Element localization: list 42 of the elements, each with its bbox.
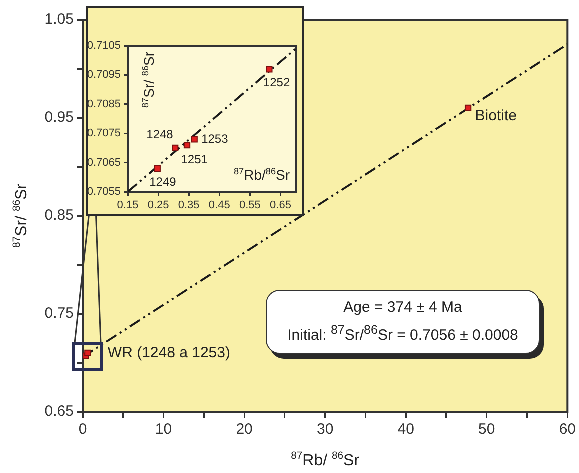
point	[266, 66, 273, 73]
point	[464, 104, 472, 112]
annotation: Biotite	[475, 107, 518, 124]
y-tick-label: 0.7085	[87, 98, 121, 110]
x-tick-label: 0.55	[239, 200, 261, 212]
point	[184, 142, 191, 149]
annotation: 1249	[150, 174, 177, 189]
annotation: 1252	[263, 76, 290, 90]
y-tick-label: 0.7065	[87, 156, 121, 169]
y-tick-label: 1.05	[44, 11, 74, 28]
x-tick-label: 60	[559, 421, 576, 438]
x-tick-label: 30	[316, 421, 334, 438]
annotation: 1253	[202, 132, 229, 146]
point	[154, 165, 161, 172]
annotation: WR (1248 a 1253)	[108, 344, 231, 362]
y-axis-title: 87Sr/ 86Sr	[12, 183, 30, 248]
y-tick-label: 0.85	[44, 207, 74, 224]
x-tick-label: 20	[236, 421, 253, 438]
y-tick-label: 0.95	[44, 109, 74, 126]
x-tick-label: 10	[155, 421, 172, 438]
annotation: 1248	[146, 128, 174, 142]
y-tick-label: 0.7055	[87, 186, 121, 198]
x-tick-label: 0.45	[208, 200, 230, 212]
x-tick-label: 0.15	[117, 200, 139, 212]
y-axis-title: 87Sr/ 86Sr	[140, 52, 157, 108]
y-tick-label: 0.7105	[87, 40, 121, 52]
annotation: Initial: $^{87}$Sr/$^{86}$Sr = 0.7056 ± 0.0008	[286, 322, 520, 346]
x-tick-label: 0.65	[270, 200, 292, 212]
y-tick-label: 0.65	[44, 403, 74, 420]
x-tick-label: 40	[398, 421, 414, 438]
x-tick-label: 50	[478, 421, 496, 438]
y-tick-label: 0.7095	[87, 69, 121, 82]
y-tick-label: 0.75	[44, 305, 74, 322]
y-tick-label: 0.7075	[87, 128, 121, 140]
point	[191, 136, 198, 143]
point	[172, 144, 179, 152]
annotation: Age = 374 ± 4 Ma	[342, 298, 464, 318]
x-tick-label: 0.35	[178, 200, 200, 212]
annotation: 1251	[181, 152, 208, 167]
x-tick-label: 0	[78, 421, 88, 438]
x-tick-label: 0.25	[148, 200, 170, 212]
point	[84, 350, 92, 357]
